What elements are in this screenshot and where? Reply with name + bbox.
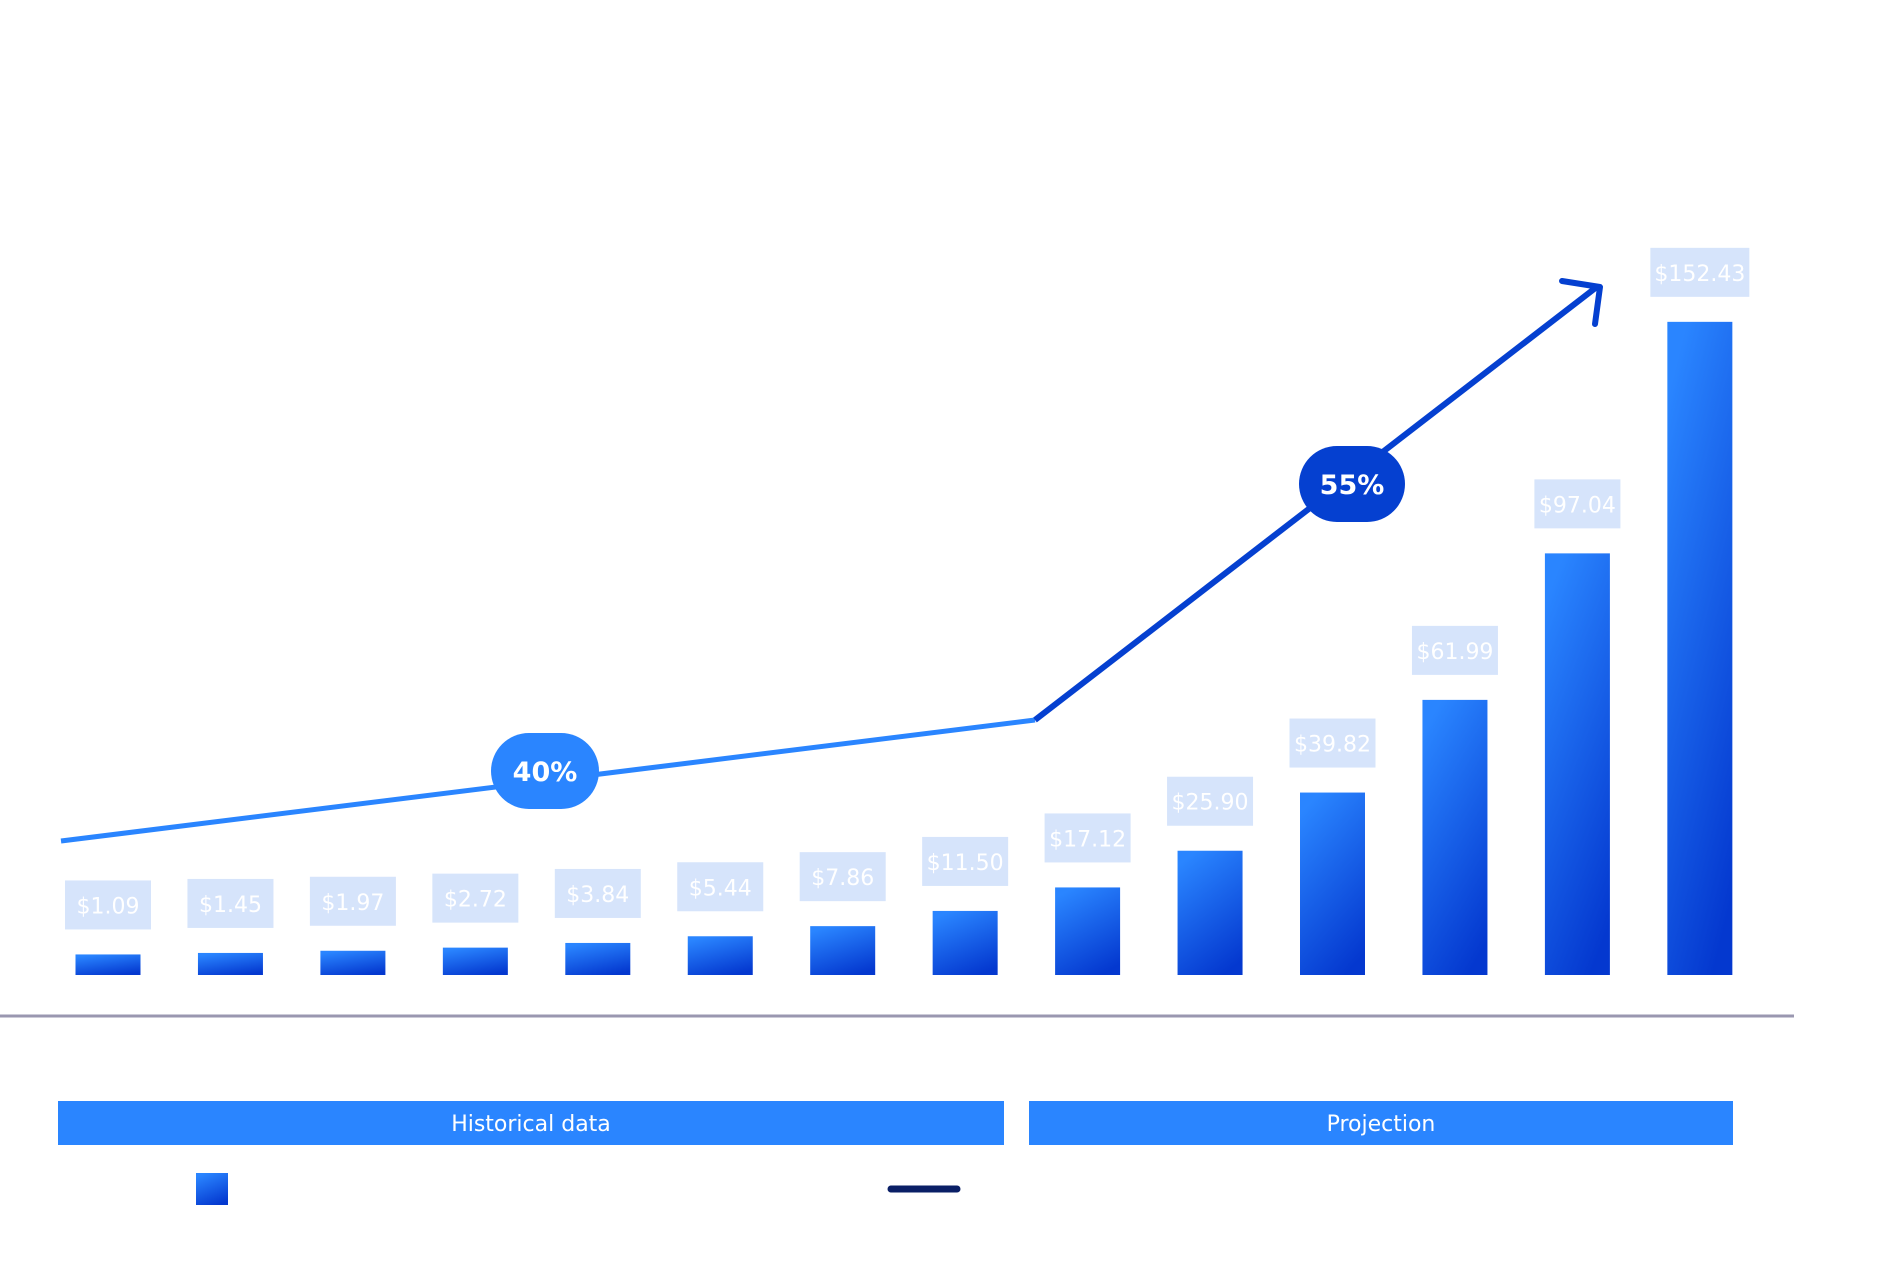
value-label-bg bbox=[432, 873, 519, 923]
value-label-2: $1.97 bbox=[309, 876, 396, 926]
value-label-6: $7.86 bbox=[799, 852, 886, 902]
value-label-13: $152.43 bbox=[1650, 247, 1750, 297]
value-label-text: $152.43 bbox=[1654, 262, 1745, 287]
value-label-10: $39.82 bbox=[1289, 718, 1376, 768]
legend bbox=[196, 1173, 961, 1205]
bar-0 bbox=[75, 954, 141, 975]
bar-5 bbox=[687, 936, 753, 975]
value-label-text: $1.45 bbox=[199, 893, 262, 918]
bar-12 bbox=[1544, 553, 1610, 975]
value-label-bg bbox=[799, 852, 886, 902]
value-label-7: $11.50 bbox=[922, 836, 1009, 886]
value-label-0: $1.09 bbox=[65, 880, 151, 930]
bar-8 bbox=[1055, 887, 1121, 975]
growth-pill-bg bbox=[491, 733, 599, 809]
growth-pill-bg bbox=[1299, 446, 1405, 522]
value-label-4: $3.84 bbox=[554, 868, 641, 918]
value-label-bg bbox=[65, 880, 151, 930]
value-labels-group: $1.09 $1.45 $1.97 $2.72 $3.84 $5.44 $7.86 $11.5… bbox=[65, 247, 1750, 930]
value-label-11: $61.99 bbox=[1411, 625, 1498, 675]
bar-7 bbox=[932, 910, 998, 975]
value-label-text: $39.82 bbox=[1294, 733, 1371, 758]
value-label-text: $11.50 bbox=[927, 851, 1004, 876]
value-label-1: $1.45 bbox=[187, 878, 274, 928]
value-label-text: $61.99 bbox=[1416, 640, 1493, 665]
value-label-text: $2.72 bbox=[444, 888, 507, 913]
segment-projection: Projection bbox=[1029, 1101, 1733, 1145]
growth-pill-55: 55% bbox=[1299, 446, 1405, 522]
value-label-12: $97.04 bbox=[1534, 479, 1621, 529]
value-label-bg bbox=[1411, 625, 1498, 675]
value-label-bg bbox=[187, 878, 274, 928]
value-label-bg bbox=[309, 876, 396, 926]
value-label-text: $7.86 bbox=[811, 866, 874, 891]
bar-1 bbox=[197, 952, 263, 975]
value-label-text: $3.84 bbox=[566, 883, 629, 908]
value-label-bg bbox=[1650, 247, 1750, 297]
value-label-bg bbox=[554, 868, 641, 918]
value-label-text: $5.44 bbox=[689, 876, 752, 901]
bar-10 bbox=[1300, 792, 1365, 975]
growth-pill-label: 40% bbox=[513, 757, 578, 788]
value-label-text: $97.04 bbox=[1539, 493, 1616, 518]
segment-label: Historical data bbox=[451, 1112, 611, 1137]
bar-9 bbox=[1177, 850, 1243, 975]
value-label-bg bbox=[1289, 718, 1376, 768]
arrowhead-icon bbox=[1559, 278, 1603, 327]
legend-bar-swatch bbox=[196, 1173, 228, 1205]
value-label-text: $25.90 bbox=[1172, 791, 1249, 816]
segment-band bbox=[58, 1101, 1004, 1145]
value-label-bg bbox=[1044, 813, 1131, 863]
value-label-8: $17.12 bbox=[1044, 813, 1131, 863]
value-label-text: $1.09 bbox=[77, 894, 140, 919]
value-label-5: $5.44 bbox=[677, 862, 764, 912]
bars-group bbox=[75, 321, 1733, 975]
growth-pill-label: 55% bbox=[1320, 470, 1385, 501]
value-label-text: $17.12 bbox=[1049, 827, 1126, 852]
value-label-bg bbox=[1167, 776, 1254, 826]
segment-historical: Historical data bbox=[58, 1101, 1004, 1145]
bar-6 bbox=[810, 926, 876, 975]
value-label-bg bbox=[922, 836, 1009, 886]
value-label-bg bbox=[677, 862, 764, 912]
bar-3 bbox=[442, 947, 508, 975]
value-label-3: $2.72 bbox=[432, 873, 519, 923]
value-label-bg bbox=[1534, 479, 1621, 529]
bar-4 bbox=[565, 942, 631, 975]
value-label-text: $1.97 bbox=[321, 891, 384, 916]
growth-pill-40: 40% bbox=[491, 733, 599, 809]
segment-label: Projection bbox=[1327, 1112, 1436, 1137]
bar-2 bbox=[320, 950, 386, 975]
segment-band bbox=[1029, 1101, 1733, 1145]
bar-13 bbox=[1667, 321, 1733, 975]
bar-11 bbox=[1422, 699, 1488, 975]
value-label-9: $25.90 bbox=[1167, 776, 1254, 826]
